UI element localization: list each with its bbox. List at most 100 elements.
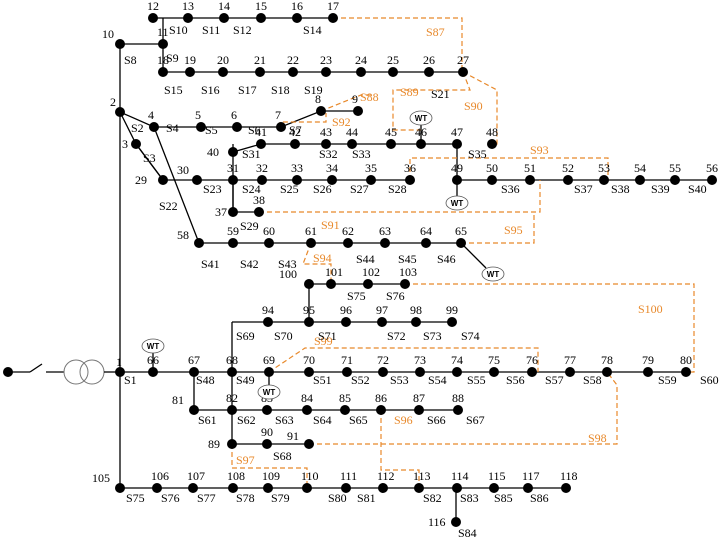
wind-turbines: WT WT WT WT WT [141,110,505,400]
bus-label-15: 15 [255,0,267,13]
bus-label-10: 10 [102,27,114,41]
section-label-S77: S77 [197,491,216,505]
bus-label-59: 59 [227,224,239,238]
bus-82 [227,405,237,415]
section-label-S76-bottom: S76 [161,491,180,505]
tie-line-S96 [380,410,420,488]
bus-107 [188,483,198,493]
bus-72 [378,367,388,377]
bus-42 [290,139,300,149]
section-label-S22: S22 [159,199,178,213]
bus-38 [254,207,264,217]
bus-59 [228,238,238,248]
bus-91 [304,439,314,449]
bus-label-84: 84 [301,391,313,405]
bus-label-99: 99 [446,303,458,317]
section-label-S61: S61 [198,413,217,427]
bus-95 [304,317,314,327]
bus-112 [378,483,388,493]
bus-label-38: 38 [253,193,265,207]
section-label-S21: S21 [431,87,450,101]
section-label-S68: S68 [273,449,292,463]
section-label-S56: S56 [506,373,525,387]
bus-61 [306,238,316,248]
bus-label-41: 41 [255,125,267,139]
section-label-S11: S11 [202,23,220,37]
bus-label-91: 91 [287,429,299,443]
section-label-S74: S74 [461,329,480,343]
bus-label-68: 68 [226,353,238,367]
section-label-S62: S62 [237,413,256,427]
bus-4 [149,122,159,132]
bus-17 [328,13,338,23]
bus-label-12: 12 [147,0,159,13]
section-label-S9: S9 [166,51,179,65]
bus-label-14: 14 [218,0,230,13]
bus-label-96: 96 [340,303,352,317]
bus-label-13: 13 [182,0,194,13]
bus-label-106: 106 [151,469,169,483]
section-label-S28: S28 [388,182,407,196]
bus-label-22: 22 [287,53,299,67]
bus-3 [131,139,141,149]
bus-85 [340,405,350,415]
bus-98 [411,317,421,327]
bus-label-100: 100 [279,267,297,281]
section-label-S75-bottom: S75 [126,491,145,505]
bus-label-5: 5 [195,108,201,122]
section-label-S78: S78 [236,491,255,505]
bus-83 [262,405,272,415]
tie-label-S89: S89 [400,85,419,99]
bus-label-74: 74 [451,353,463,367]
section-label-S59: S59 [658,373,677,387]
section-label-S63: S63 [275,413,294,427]
bus-label-109: 109 [262,469,280,483]
bus-label-118: 118 [560,469,578,483]
bus-73 [415,367,425,377]
bus-56 [707,175,717,185]
bus-2 [115,107,125,117]
tie-line-S95 [461,212,535,244]
tie-line-S91 [259,180,541,213]
bus-48 [487,139,497,149]
section-label-S54: S54 [428,373,447,387]
section-label-S57: S57 [545,373,564,387]
bus-77 [565,367,575,377]
bus-84 [302,405,312,415]
section-label-S39: S39 [651,182,670,196]
section-label-S80: S80 [328,491,347,505]
bus-25 [388,67,398,77]
bus-55 [670,175,680,185]
bus-10 [115,39,125,49]
section-label-S60: S60 [700,373,719,387]
bus-67 [189,367,199,377]
bus-label-8: 8 [315,92,321,106]
bus-12 [148,13,158,23]
section-label-S18: S18 [271,83,290,97]
bus-116 [451,517,461,527]
section-label-S85: S85 [494,491,513,505]
bus-74 [452,367,462,377]
bus-label-114: 114 [451,469,469,483]
bus-37 [228,207,238,217]
bus-26 [424,67,434,77]
section-label-S35: S35 [468,147,487,161]
tie-line-S89 [392,71,471,131]
transformer-coil-right [79,359,105,385]
tie-line-S88 [320,94,372,112]
bus-109 [263,483,273,493]
section-label-S37: S37 [574,182,593,196]
bus-label-7: 7 [275,108,281,122]
bus-label-76: 76 [526,353,538,367]
section-label-S1: S1 [124,373,137,387]
tie-line-S87 [333,17,463,72]
section-label-S52: S52 [351,373,370,387]
bus-label-112: 112 [377,469,395,483]
tie-line-S98 [309,371,618,445]
bus-6 [232,122,242,132]
bus-44 [347,139,357,149]
section-label-S3: S3 [143,151,156,165]
tie-line-S93 [409,157,609,180]
bus-label-86: 86 [375,391,387,405]
transformer-coil-left [63,359,89,385]
